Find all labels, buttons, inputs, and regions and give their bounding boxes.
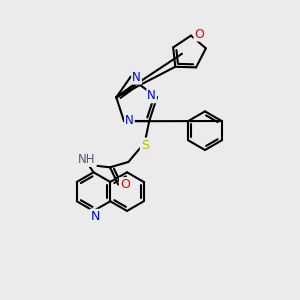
Text: N: N bbox=[90, 210, 100, 223]
Text: NH: NH bbox=[78, 153, 96, 166]
Text: S: S bbox=[141, 139, 149, 152]
Text: O: O bbox=[120, 178, 130, 191]
Text: N: N bbox=[125, 114, 134, 127]
Text: N: N bbox=[147, 89, 156, 102]
Text: N: N bbox=[132, 71, 141, 84]
Text: O: O bbox=[194, 28, 204, 40]
